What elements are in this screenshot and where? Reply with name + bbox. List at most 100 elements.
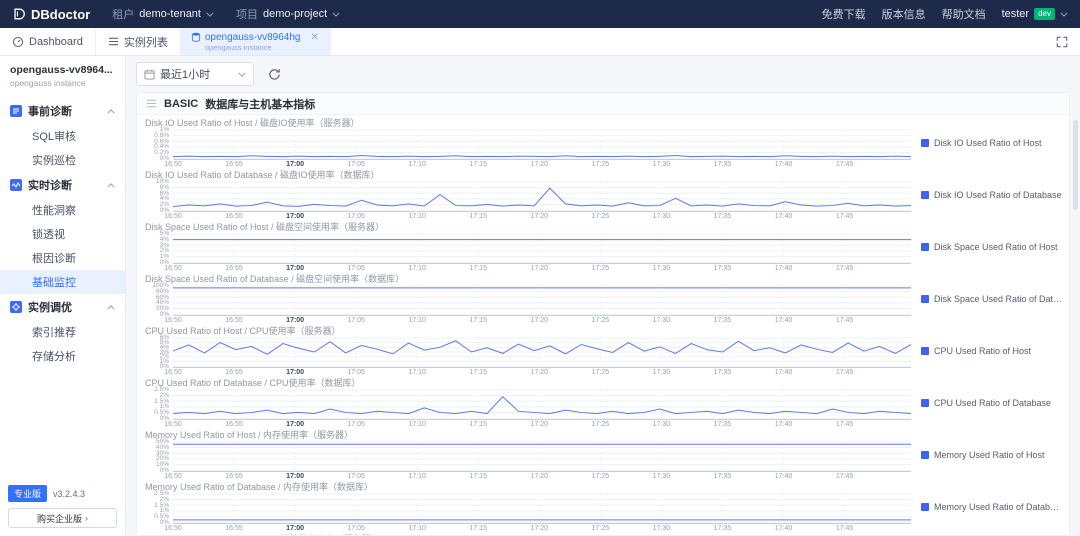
- chart-legend[interactable]: Disk IO Used Ratio of Host: [911, 117, 1063, 169]
- sidebar-item-sql-audit[interactable]: SQL审核: [0, 124, 125, 148]
- chevron-right-icon: ›: [85, 513, 88, 523]
- x-tick-label: 16:55: [225, 265, 243, 272]
- chart-legend[interactable]: CPU Used Ratio of Host: [911, 325, 1063, 377]
- x-tick-label: 17:45: [835, 161, 854, 168]
- tab-opengauss-instance[interactable]: opengauss-vv8964hg ✕ opengauss instance: [180, 28, 331, 55]
- dashboard-button[interactable]: Dashboard: [0, 28, 96, 55]
- dashboard-label: Dashboard: [29, 35, 83, 48]
- chart-legend[interactable]: Disk Space Used Ratio of Database: [911, 273, 1063, 325]
- plot-area[interactable]: [173, 285, 911, 316]
- tenant-selector[interactable]: 租户 demo-tenant: [112, 6, 214, 22]
- sidebar-item-performance-insight[interactable]: 性能洞察: [0, 198, 125, 222]
- x-tick-label: 17:00: [286, 473, 305, 480]
- y-axis: 100% 80% 60% 40% 20% 0%: [143, 282, 173, 317]
- x-tick-label: 17:20: [530, 161, 549, 168]
- y-tick-label: 2%: [159, 200, 169, 208]
- app-logo[interactable]: DBdoctor: [12, 7, 90, 22]
- version-info-link[interactable]: 版本信息: [881, 9, 926, 21]
- y-tick-label: 0%: [159, 154, 169, 162]
- x-tick-label: 17:10: [408, 213, 426, 220]
- x-tick-label: 17:45: [835, 317, 854, 324]
- x-tick-label: 16:55: [225, 369, 243, 376]
- y-tick-label: 1%: [159, 252, 169, 260]
- y-tick-label: 20%: [155, 304, 169, 312]
- time-range-select[interactable]: 最近1小时: [136, 62, 254, 86]
- chart-legend[interactable]: Memory Used Ratio of Database: [911, 481, 1063, 533]
- x-tick-label: 17:10: [408, 161, 426, 168]
- y-tick-label: 2.5%: [154, 489, 169, 497]
- sidebar-item-lock-perspective[interactable]: 锁透视: [0, 222, 125, 246]
- version-text: v3.2.4.3: [53, 488, 86, 499]
- project-selector[interactable]: 项目 demo-project: [236, 6, 340, 22]
- tab-subtitle: opengauss instance: [204, 42, 272, 52]
- x-tick-label: 16:55: [225, 317, 243, 324]
- sidebar-item-root-cause-diagnosis[interactable]: 根因诊断: [0, 246, 125, 270]
- x-tick-label: 17:15: [469, 525, 487, 532]
- chevron-up-icon: [107, 108, 115, 113]
- chevron-up-icon: [107, 182, 115, 187]
- buy-enterprise-label: 购买企业版: [36, 513, 82, 524]
- y-tick-label: 20%: [155, 455, 169, 463]
- y-tick-label: 80%: [155, 287, 169, 295]
- x-tick-label: 17:20: [530, 421, 549, 428]
- x-tick-label: 17:10: [408, 317, 426, 324]
- plot-area[interactable]: [173, 181, 911, 212]
- scrollbar-thumb[interactable]: [1073, 120, 1078, 210]
- menu-section-pre-diagnosis[interactable]: 事前诊断: [0, 98, 125, 124]
- menu-section-instance-tuning[interactable]: 实例调优: [0, 294, 125, 320]
- calendar-icon: [144, 69, 155, 80]
- sidebar-item-label: 性能洞察: [32, 205, 76, 217]
- username: tester: [1001, 8, 1030, 20]
- x-tick-label: 17:45: [835, 421, 854, 428]
- menu-section-label: 实时诊断: [28, 180, 72, 192]
- menu-section-label: 事前诊断: [28, 106, 72, 118]
- chart-legend[interactable]: Disk IO Used Ratio of Database: [911, 169, 1063, 221]
- plot-area[interactable]: [173, 233, 911, 264]
- x-tick-label: 17:05: [347, 265, 365, 272]
- instance-list-button[interactable]: 实例列表: [96, 28, 181, 55]
- help-docs-link[interactable]: 帮助文档: [941, 9, 986, 21]
- y-axis: 1% 0.8% 0.6% 0.4% 0.2% 0%: [143, 126, 173, 162]
- x-tick-label: 17:00: [286, 317, 305, 324]
- sidebar-item-instance-inspection[interactable]: 实例巡检: [0, 148, 125, 172]
- x-tick-label: 17:05: [347, 525, 365, 532]
- chart-legend[interactable]: Disk Space Used Ratio of Host: [911, 221, 1063, 273]
- y-axis: 2.5% 2% 1.5% 1% 0.5% 0%: [143, 489, 173, 525]
- chart-row: CPU Used Ratio of Database / CPU使用率（数据库）…: [143, 377, 1063, 429]
- chevron-down-icon: [238, 72, 246, 77]
- chart-legend[interactable]: Memory Used Ratio of Host: [911, 429, 1063, 481]
- x-tick-label: 17:10: [408, 421, 426, 428]
- buy-enterprise-button[interactable]: 购买企业版 ›: [8, 508, 117, 528]
- y-tick-label: 4%: [159, 195, 169, 203]
- plot-area[interactable]: [173, 441, 911, 472]
- x-tick-label: 17:05: [347, 161, 365, 168]
- y-tick-label: 3%: [159, 241, 169, 249]
- x-tick-label: 17:40: [774, 161, 793, 168]
- x-tick-label: 16:50: [164, 213, 182, 220]
- refresh-button[interactable]: [262, 62, 286, 86]
- plot-area[interactable]: [173, 493, 911, 524]
- plot-area[interactable]: [173, 129, 911, 160]
- sidebar-item-storage-analysis[interactable]: 存储分析: [0, 344, 125, 368]
- free-download-link[interactable]: 免费下载: [821, 9, 866, 21]
- x-tick-label: 17:20: [530, 317, 549, 324]
- plot-area[interactable]: [173, 337, 911, 368]
- menu-section-realtime-diagnosis[interactable]: 实时诊断: [0, 172, 125, 198]
- chart: CPU Used Ratio of Host / CPU使用率（服务器） 6% 5…: [143, 325, 911, 377]
- y-tick-label: 0.5%: [154, 512, 169, 520]
- sidebar-item-index-recommendation[interactable]: 索引推荐: [0, 320, 125, 344]
- x-tick-label: 17:25: [591, 473, 610, 480]
- plot-area[interactable]: [173, 389, 911, 420]
- fullscreen-button[interactable]: [1056, 28, 1080, 55]
- sidebar-item-basic-monitoring[interactable]: 基础监控: [0, 270, 125, 294]
- x-tick-label: 17:00: [286, 161, 305, 168]
- legend-label: Memory Used Ratio of Database: [934, 502, 1063, 512]
- x-tick-label: 17:40: [774, 473, 793, 480]
- x-axis: 16:50 16:55 17:00 17:05 17:10 17:15 17:20 17:25…: [164, 524, 911, 533]
- x-tick-label: 16:50: [164, 161, 182, 168]
- user-menu[interactable]: tester dev: [1002, 8, 1068, 20]
- chart-legend[interactable]: CPU Used Ratio of Database: [911, 377, 1063, 429]
- x-tick-label: 17:20: [530, 473, 549, 480]
- y-tick-label: 2%: [159, 247, 169, 255]
- close-icon[interactable]: ✕: [310, 31, 319, 43]
